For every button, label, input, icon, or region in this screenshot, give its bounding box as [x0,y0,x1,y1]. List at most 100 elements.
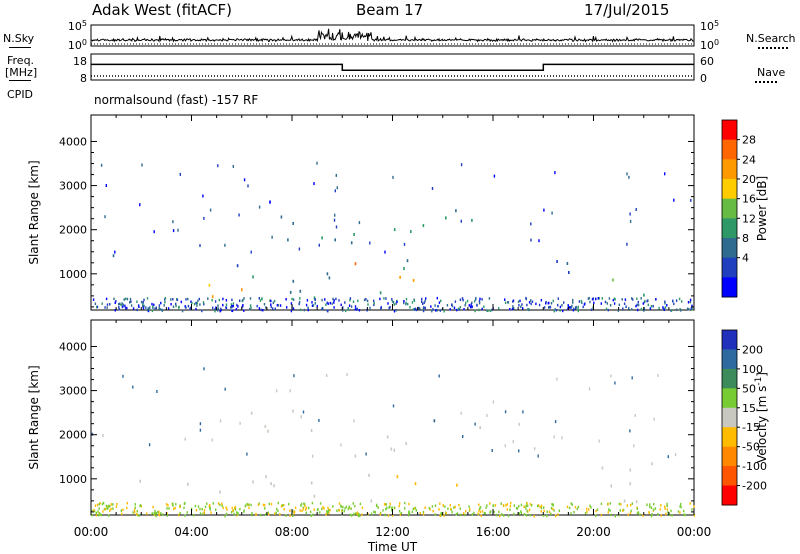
power-colorbar-swatch [722,139,737,160]
range-cell [518,505,520,508]
range-cell [636,511,639,515]
range-cell [247,184,249,188]
range-cell [313,508,315,511]
range-cell [358,514,361,518]
range-cell [476,304,478,307]
range-cell [630,503,632,507]
range-cell [630,509,632,513]
range-cell [179,505,181,508]
range-cell [556,377,558,381]
range-cell [293,510,296,513]
range-cell [151,302,153,306]
range-cell [176,298,179,302]
range-cell [175,503,177,506]
range-cell [689,298,692,302]
range-cell [613,297,616,300]
range-cell [114,250,116,254]
cpid-text: normalsound (fast) -157 RF [94,93,259,107]
range-cell [243,509,245,512]
range-cell [577,309,579,313]
range-cell [208,283,211,287]
range-cell [631,308,633,311]
range-cell [629,468,632,472]
range-cell [256,304,258,308]
range-cell [435,309,437,312]
range-cell [312,513,314,516]
range-cell [139,203,141,207]
range-cell [120,509,122,512]
range-cell [242,304,244,307]
nsearch-label: N.Search [746,32,796,45]
range-cell [292,222,294,225]
range-cell [474,422,476,426]
range-cell [265,306,267,309]
range-cell [504,410,507,414]
range-cell [285,514,287,517]
range-cell [405,297,408,301]
range-cell [100,163,103,167]
velocity-colorbar-tick-label: -50 [742,441,760,454]
range-cell [534,447,536,451]
range-cell [310,481,313,485]
range-cell [288,502,290,506]
range-cell [217,309,219,312]
range-cell [289,290,292,294]
range-cell [518,422,520,426]
range-cell [408,510,410,513]
range-cell [554,420,557,424]
range-cell [217,502,220,505]
range-cell [622,509,624,512]
range-cell [399,502,401,505]
range-cell [567,305,570,308]
range-cell [460,411,462,415]
range-cell [528,301,531,304]
power-colorbar-tick-label: 16 [742,193,756,206]
range-cell [464,513,466,517]
range-cell [311,304,314,307]
range-cell [671,514,673,517]
range-cell [649,307,652,310]
range-cell [292,510,294,513]
range-cell [399,513,402,516]
range-cell [243,178,246,182]
range-cell [392,175,394,179]
range-cell [311,501,314,505]
range-cell [114,301,116,304]
range-cell [529,502,532,506]
range-cell [155,514,157,518]
range-cell [124,297,127,300]
range-cell [520,503,523,507]
range-cell [634,414,636,417]
range-cell [157,510,159,514]
range-cell [134,506,136,509]
range-cell [98,503,100,506]
range-cell [581,301,583,305]
range-cell [439,514,441,517]
range-cell [203,511,205,515]
range-cell [455,209,457,213]
range-cell [673,198,675,202]
range-cell [690,198,692,202]
range-cell [540,299,543,302]
range-cell [225,306,227,309]
range-cell [264,507,266,510]
range-cell [133,508,136,512]
range-cell [314,302,316,305]
range-cell [597,297,599,300]
range-cell [312,304,315,307]
x-axis-label: Time UT [367,540,418,554]
range-cell [327,510,329,514]
range-cell [93,508,95,512]
range-cell [211,295,214,299]
range-cell [268,512,270,516]
range-cell [485,506,487,510]
range-cell [373,303,375,307]
range-cell [113,297,115,301]
range-cell [155,306,157,310]
range-cell [132,385,134,389]
velocity-colorbar-swatch [722,349,737,370]
range-cell [94,504,97,507]
range-cell [342,306,344,309]
range-cell [464,304,466,307]
